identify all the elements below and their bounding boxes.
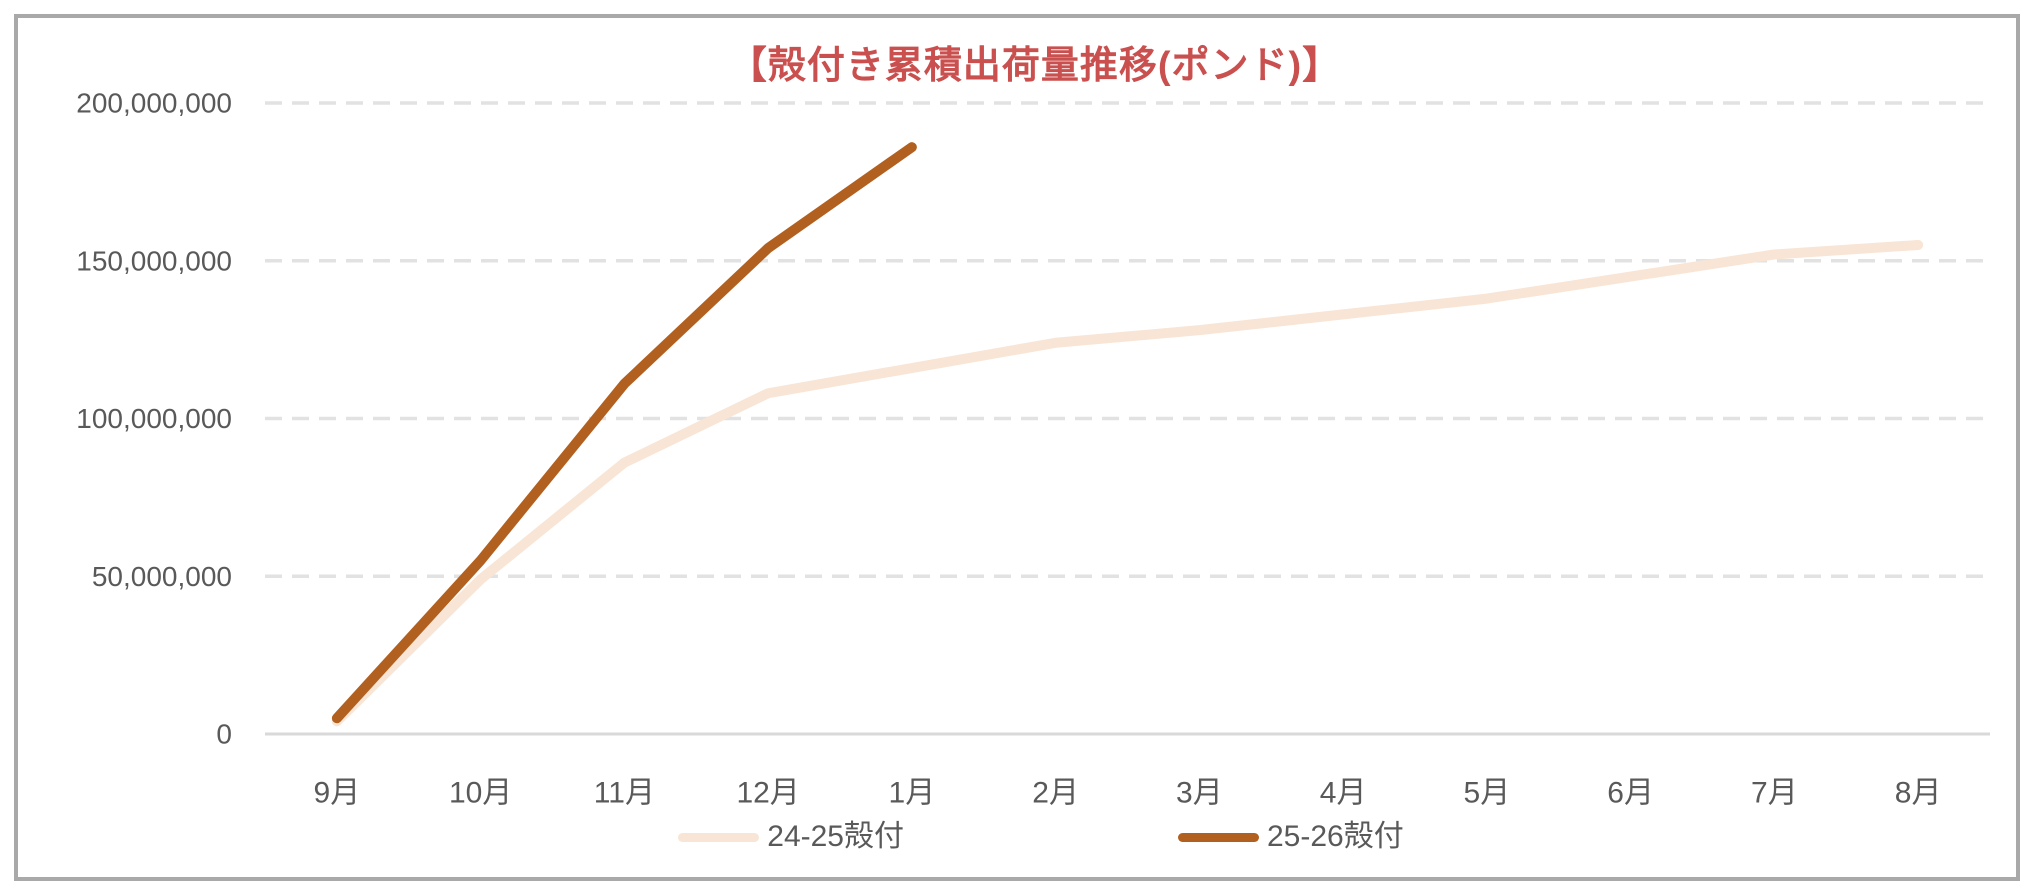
- legend-item-25-26: 25-26殻付: [1178, 822, 1404, 852]
- legend-label-24-25: 24-25殻付: [767, 820, 904, 853]
- x-tick-label: 1月: [889, 777, 936, 810]
- y-tick-label: 200,000,000: [76, 88, 232, 119]
- x-tick-label: 9月: [314, 777, 361, 810]
- legend: 24-25殻付 25-26殻付: [0, 822, 2036, 852]
- y-tick-label: 0: [216, 719, 232, 750]
- x-tick-label: 5月: [1464, 777, 1511, 810]
- y-tick-label: 100,000,000: [76, 403, 232, 434]
- x-tick-label: 2月: [1032, 777, 1079, 810]
- x-tick-label: 12月: [736, 777, 799, 810]
- x-tick-label: 3月: [1176, 777, 1223, 810]
- legend-swatch-24-25-icon: [678, 832, 760, 842]
- x-tick-label: 4月: [1320, 777, 1367, 810]
- x-tick-label: 11月: [594, 777, 655, 810]
- legend-label-25-26: 25-26殻付: [1267, 820, 1404, 853]
- legend-item-24-25: 24-25殻付: [678, 822, 904, 852]
- chart-panel: [14, 14, 2020, 881]
- x-tick-label: 10月: [449, 777, 512, 810]
- chart-title: 【殻付き累積出荷量推移(ポンド)】: [728, 45, 1342, 87]
- y-tick-label: 150,000,000: [76, 245, 232, 276]
- x-tick-label: 8月: [1895, 777, 1942, 810]
- x-tick-label: 7月: [1751, 777, 1798, 810]
- series-line-25-26: [331, 142, 917, 724]
- x-tick-label: 6月: [1607, 777, 1654, 810]
- y-tick-label: 50,000,000: [92, 561, 232, 592]
- series-line-24-25: [331, 239, 1924, 727]
- legend-swatch-25-26-icon: [1178, 832, 1259, 842]
